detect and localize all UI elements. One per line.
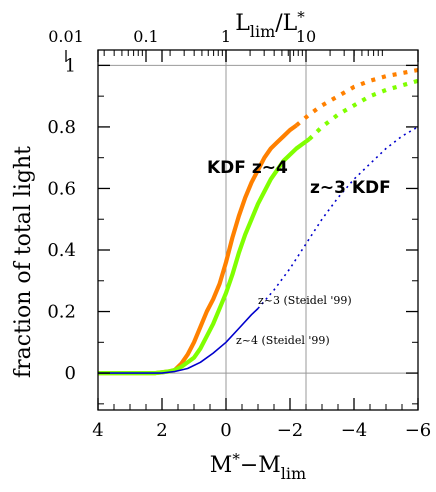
top-tick-label-2: 0.1 bbox=[133, 27, 158, 46]
y-tick-label-4: 0.8 bbox=[47, 117, 76, 138]
annotation-z3-kdf: z~3 KDF bbox=[310, 178, 391, 198]
axis-ticks bbox=[65, 50, 419, 410]
y-tick-label-2: 0.4 bbox=[47, 240, 76, 261]
x-tick-label-0: 4 bbox=[92, 420, 103, 441]
x-tick-label-2: 0 bbox=[220, 420, 231, 441]
reference-lines bbox=[98, 50, 418, 410]
y-tick-label-3: 0.6 bbox=[47, 178, 76, 199]
x-tick-label-5: −6 bbox=[405, 420, 432, 441]
series-dotted-0 bbox=[295, 67, 419, 128]
y-tick-label-1: 0.2 bbox=[47, 302, 76, 323]
annotation-z3-steidel: z~3 (Steidel '99) bbox=[258, 294, 352, 307]
y-tick-label-5: 1 bbox=[65, 55, 76, 76]
x-tick-label-1: 2 bbox=[156, 420, 167, 441]
annotation-kdf-z4: KDF z~4 bbox=[207, 158, 288, 178]
top-tick-label-0: 10 bbox=[296, 27, 316, 46]
series-dotted-1 bbox=[307, 78, 419, 141]
series-solid-2 bbox=[98, 307, 259, 374]
top-tick-label-3: 0.01 bbox=[48, 27, 84, 46]
x-axis-title: M*−Mlim bbox=[210, 450, 306, 483]
y-tick-label-0: 0 bbox=[65, 363, 76, 384]
tick-labels: 4 2 0 −2 −4 −6 0 0.2 0.4 0.6 0.8 1 10 1 0.1 0.01 bbox=[47, 27, 431, 441]
y-axis-title: fraction of total light bbox=[11, 146, 36, 378]
top-tick-label-1: 1 bbox=[221, 27, 231, 46]
data-series bbox=[98, 67, 419, 376]
x-tick-label-4: −4 bbox=[341, 420, 368, 441]
plot-frame bbox=[97, 49, 419, 411]
x2-axis-title: Llim/L* bbox=[235, 8, 305, 41]
series-dotted-2 bbox=[257, 126, 419, 310]
x-tick-label-3: −2 bbox=[277, 420, 304, 441]
series-solid-1 bbox=[98, 137, 311, 376]
annotation-z4-steidel: z~4 (Steidel '99) bbox=[236, 334, 330, 347]
